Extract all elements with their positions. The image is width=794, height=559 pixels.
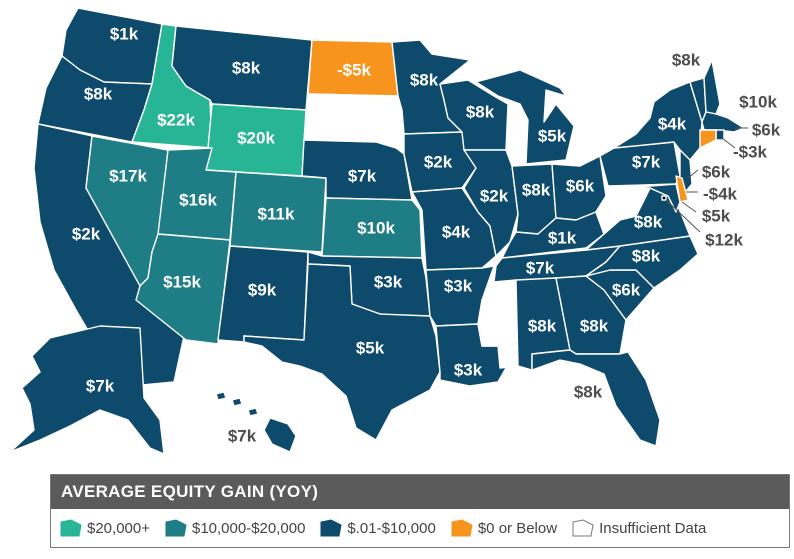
legend-swatch-icon [60, 519, 82, 537]
state-label-md: $5k [702, 207, 731, 226]
state-label-in: $8k [522, 181, 551, 200]
state-label-ok: $3k [374, 273, 403, 292]
state-ks[interactable] [321, 197, 423, 259]
state-label-ny: $4k [658, 115, 687, 134]
state-label-wi: $8k [466, 103, 495, 122]
state-label-nc: $8k [632, 247, 661, 266]
legend-item-label: $10,000-$20,000 [191, 519, 306, 537]
legend-item: $.01-$10,000 [319, 519, 436, 537]
state-label-wy: $20k [237, 129, 275, 148]
state-label-pa: $7k [632, 153, 661, 172]
state-label-ri: -$3k [733, 143, 768, 162]
state-ma[interactable] [701, 111, 745, 133]
state-label-nh: $10k [739, 93, 777, 112]
legend-items: $20,000+ $10,000-$20,000 $.01-$10,000 $0 or… [51, 509, 789, 547]
state-label-nj: $6k [702, 163, 731, 182]
state-md[interactable] [625, 183, 681, 213]
state-label-co: $11k [258, 205, 295, 224]
state-nh[interactable] [703, 59, 721, 115]
legend-title: AVERAGE EQUITY GAIN (YOY) [51, 475, 789, 509]
dc-marker [661, 195, 667, 201]
legend-swatch-icon [165, 519, 187, 537]
state-label-mt: $8k [232, 59, 261, 78]
state-label-ne: $7k [348, 167, 377, 186]
state-label-or: $8k [84, 85, 113, 104]
state-label-ky: $1k [548, 229, 577, 248]
state-label-ia: $2k [424, 153, 453, 172]
state-label-mn: $8k [410, 71, 439, 90]
legend-item: Insufficient Data [571, 519, 706, 537]
state-label-ar: $3k [444, 277, 473, 296]
legend-item-label: $.01-$10,000 [347, 519, 436, 537]
legend-swatch-icon [572, 519, 594, 537]
state-label-tn: $7k [526, 259, 555, 278]
state-label-mi: $5k [538, 127, 567, 146]
state-label-al: $8k [528, 317, 557, 336]
legend-item: $20,000+ [59, 519, 150, 537]
state-label-tx: $5k [356, 339, 385, 358]
state-label-ga: $8k [580, 317, 609, 336]
state-label-hi: $7k [228, 427, 257, 446]
state-label-nv: $17k [109, 167, 147, 186]
state-label-dc: $12k [705, 231, 743, 250]
state-label-ut: $16k [179, 191, 217, 210]
state-fl[interactable] [531, 349, 661, 447]
state-label-sc: $6k [612, 281, 641, 300]
state-label-az: $15k [163, 273, 201, 292]
legend: AVERAGE EQUITY GAIN (YOY) $20,000+ $10,00… [50, 474, 790, 548]
legend-item: $10,000-$20,000 [164, 519, 305, 537]
state-label-vt: $8k [672, 51, 701, 70]
state-label-ca: $2k [72, 225, 101, 244]
state-label-va: $8k [634, 213, 663, 232]
state-ak[interactable] [9, 325, 165, 455]
legend-swatch-icon [320, 519, 342, 537]
state-label-ak: $7k [86, 377, 115, 396]
state-label-wa: $1k [110, 25, 139, 44]
legend-item-label: $0 or Below [477, 519, 558, 537]
state-label-mo: $4k [442, 223, 471, 242]
state-labels: $1k $8k $2k $22k $17k $8k $20k $16k $15k $11k $9k -… [72, 25, 781, 446]
leader-lines [665, 127, 748, 233]
state-label-la: $3k [454, 361, 483, 380]
state-label-il: $2k [480, 187, 509, 206]
state-ct[interactable] [699, 129, 717, 149]
state-label-ma: $6k [752, 121, 781, 140]
legend-item-label: $20,000+ [87, 519, 150, 537]
state-me[interactable] [711, 19, 761, 105]
state-label-nd: -$5k [337, 61, 372, 80]
us-map: $1k $8k $2k $22k $17k $8k $20k $16k $15k $11k $9k -… [9, 7, 781, 455]
state-label-fl: $8k [574, 383, 603, 402]
state-label-oh: $6k [566, 177, 595, 196]
legend-item-label: Insufficient Data [599, 519, 707, 537]
legend-swatch-icon [451, 519, 473, 537]
state-label-de: -$4k [703, 185, 738, 204]
state-mi[interactable] [475, 69, 575, 165]
state-il[interactable] [463, 149, 519, 257]
state-nc[interactable] [585, 235, 699, 289]
state-label-ks: $10k [357, 219, 395, 238]
state-label-id: $22k [157, 111, 195, 130]
state-shapes [9, 7, 761, 455]
state-hi[interactable] [215, 391, 297, 453]
state-label-nm: $9k [248, 281, 277, 300]
state-tx[interactable] [243, 263, 441, 441]
legend-item: $0 or Below [450, 519, 557, 537]
